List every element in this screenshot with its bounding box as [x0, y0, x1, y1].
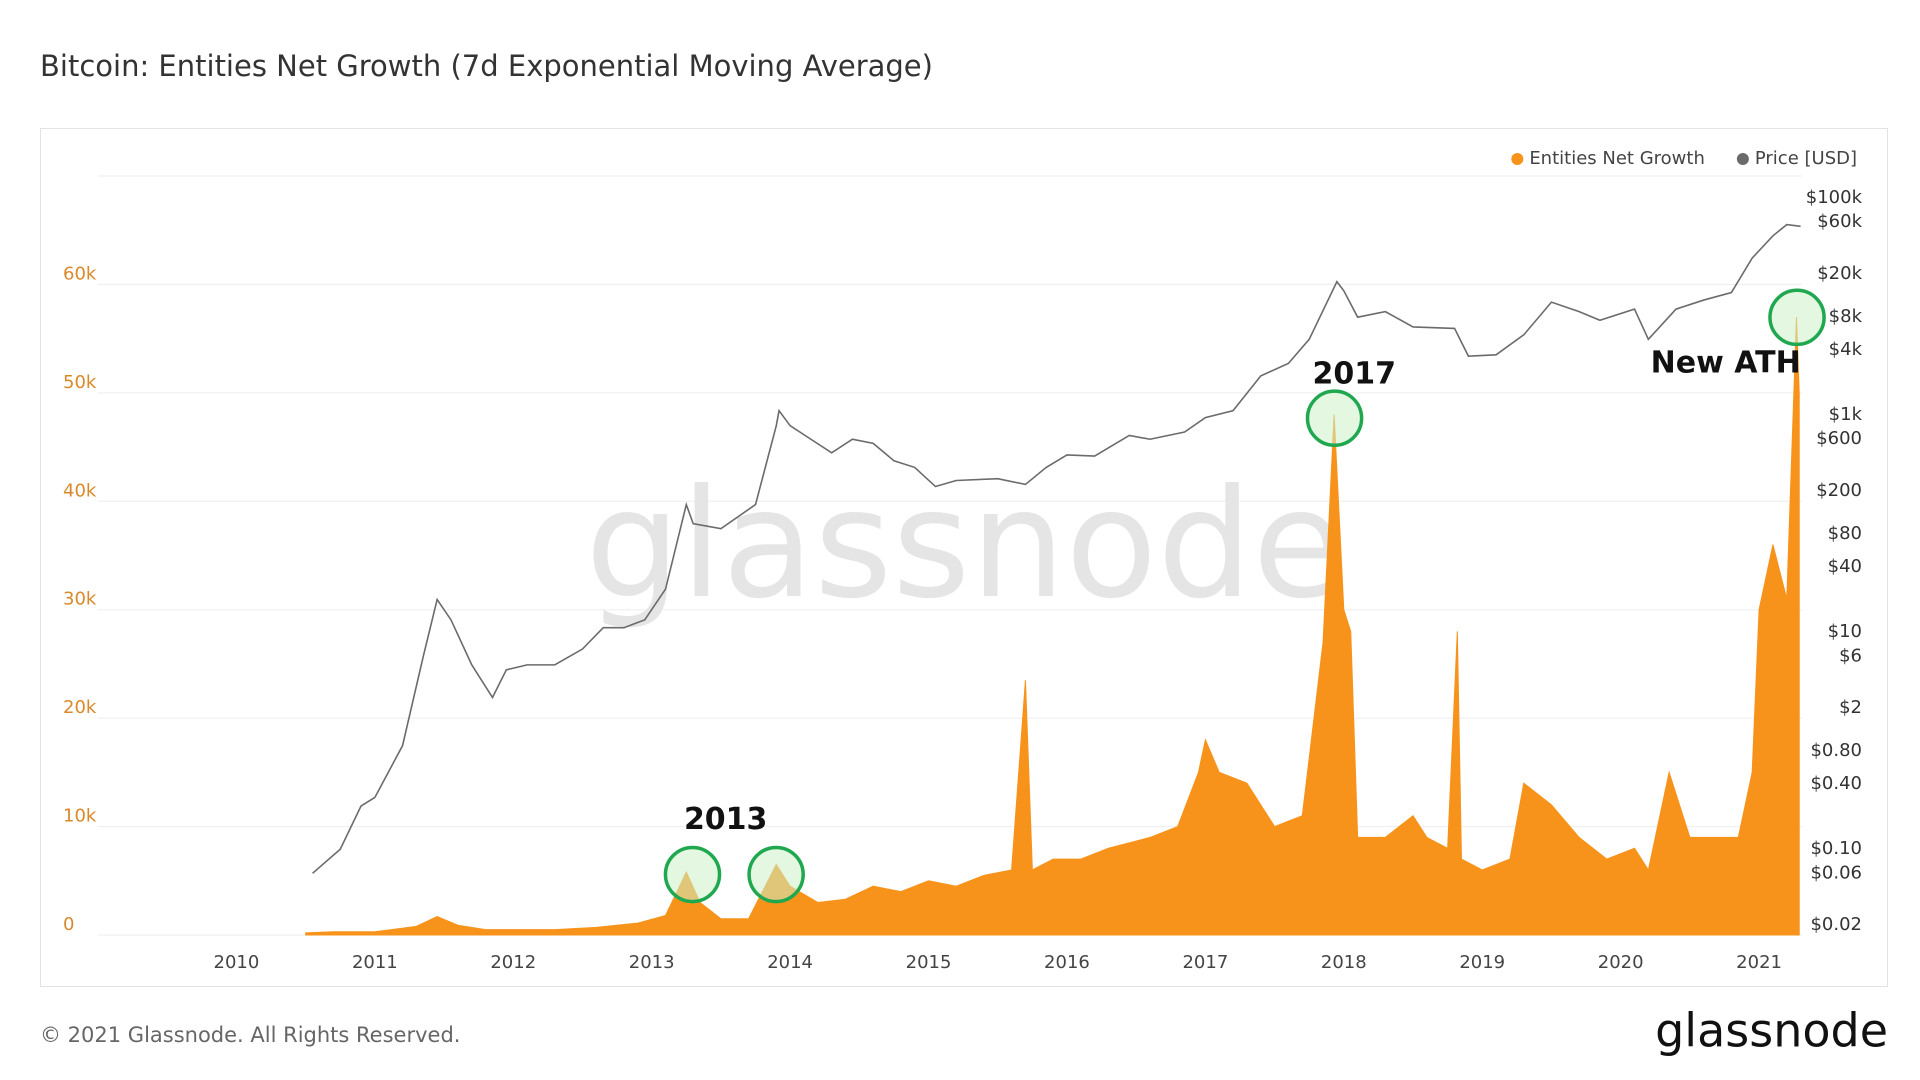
y-tick-label: 50k: [63, 372, 97, 393]
x-tick-label: 2020: [1598, 952, 1644, 973]
x-tick-label: 2015: [906, 952, 952, 973]
y2-tick-label: $0.06: [1810, 862, 1862, 883]
chart-frame: [40, 128, 1888, 987]
y-tick-label: 30k: [63, 589, 97, 610]
y2-tick-label: $1k: [1829, 404, 1863, 425]
y2-tick-label: $0.02: [1810, 914, 1862, 935]
y2-tick-label: $60k: [1817, 211, 1862, 232]
watermark: glassnode: [585, 458, 1344, 632]
annotation: 2013: [684, 802, 768, 837]
y-tick-label: 40k: [63, 480, 97, 501]
x-tick-label: 2013: [629, 952, 675, 973]
x-tick-label: 2017: [1182, 952, 1228, 973]
highlight-circle: [1305, 389, 1364, 448]
x-tick-label: 2021: [1736, 952, 1782, 973]
y2-tick-label: $600: [1816, 428, 1862, 449]
chart-title: Bitcoin: Entities Net Growth (7d Exponen…: [40, 49, 933, 83]
highlight-circle: [1768, 288, 1826, 347]
y2-tick-label: $8k: [1829, 306, 1863, 327]
y-tick-label: 20k: [63, 697, 97, 718]
y-tick-label: 10k: [63, 806, 97, 827]
y2-tick-label: $0.80: [1810, 740, 1862, 761]
y-tick-label: 0: [63, 914, 74, 935]
area: [305, 316, 1800, 936]
x-tick-label: 2018: [1321, 952, 1367, 973]
highlight-circle: [663, 845, 722, 904]
price-line: [312, 223, 1801, 874]
y2-tick-label: $80: [1828, 523, 1862, 544]
y-tick-label: 60k: [63, 263, 97, 284]
y2-tick-label: $0.10: [1810, 838, 1862, 859]
legend-label: Entities Net Growth: [1529, 148, 1705, 169]
legend-label: Price [USD]: [1755, 148, 1857, 169]
annotation: New ATH: [1651, 346, 1801, 381]
x-tick-label: 2016: [1044, 952, 1090, 973]
x-tick-label: 2010: [214, 952, 260, 973]
y2-tick-label: $40: [1828, 556, 1862, 577]
legend-swatch: [1736, 153, 1749, 165]
highlight-circle: [747, 845, 805, 904]
logo: glassnode: [1655, 1004, 1888, 1058]
annotation: 2017: [1312, 357, 1396, 392]
y2-tick-label: $200: [1816, 480, 1862, 501]
x-tick-label: 2014: [767, 952, 813, 973]
y2-tick-label: $100k: [1806, 187, 1863, 208]
y2-tick-label: $20k: [1817, 263, 1862, 284]
x-tick-label: 2019: [1459, 952, 1505, 973]
y2-tick-label: $2: [1839, 697, 1862, 718]
x-tick-label: 2011: [352, 952, 398, 973]
y2-tick-label: $4k: [1829, 339, 1863, 360]
footer: © 2021 Glassnode. All Rights Reserved.: [40, 1023, 460, 1047]
y2-tick-label: $6: [1839, 645, 1862, 666]
y2-tick-label: $10: [1828, 621, 1862, 642]
x-tick-label: 2012: [490, 952, 536, 973]
legend-swatch: [1511, 153, 1524, 165]
y2-tick-label: $0.40: [1810, 773, 1862, 794]
